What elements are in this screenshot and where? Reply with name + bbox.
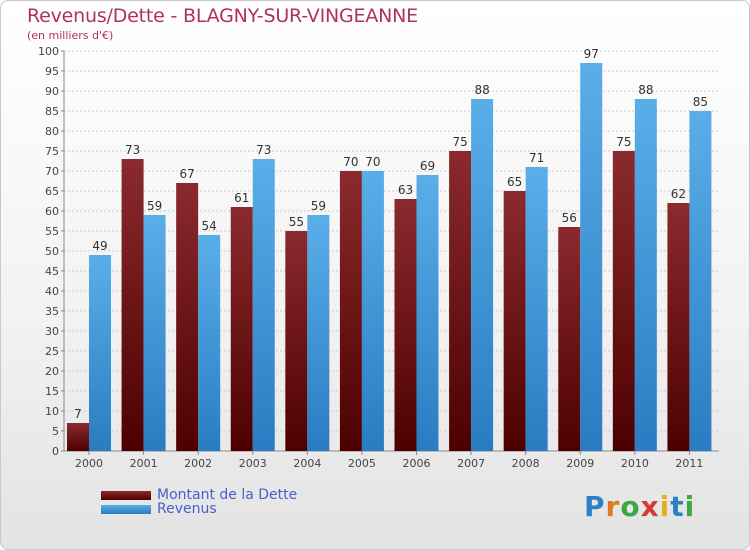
proxiti-logo: Proxiti: [584, 490, 695, 523]
value-label-debt: 56: [562, 211, 577, 225]
x-tick-label: 2003: [239, 457, 267, 470]
bar-revenue: [416, 175, 439, 451]
y-tick-label: 70: [45, 165, 59, 178]
value-label-debt: 67: [180, 167, 195, 181]
x-tick-label: 2001: [130, 457, 158, 470]
bar-debt: [67, 423, 89, 451]
bar-debt: [339, 171, 362, 451]
logo-letter: x: [640, 490, 660, 523]
value-label-revenue: 85: [693, 95, 708, 109]
y-tick-label: 80: [45, 125, 59, 138]
bar-revenue: [689, 111, 712, 451]
value-label-revenue: 70: [365, 155, 380, 169]
x-tick-label: 2005: [348, 457, 376, 470]
logo-letter: o: [620, 490, 641, 523]
value-label-revenue: 73: [256, 143, 271, 157]
value-label-debt: 7: [74, 407, 82, 421]
value-label-debt: 63: [398, 183, 413, 197]
value-label-debt: 75: [616, 135, 631, 149]
bar-debt: [558, 227, 581, 451]
value-label-revenue: 49: [92, 239, 107, 253]
logo-letter: r: [605, 490, 621, 523]
bar-revenue: [525, 167, 548, 451]
value-label-debt: 70: [343, 155, 358, 169]
bar-revenue: [143, 215, 166, 451]
bar-debt: [121, 159, 144, 451]
value-label-debt: 65: [507, 175, 522, 189]
bar-revenue: [89, 255, 111, 451]
y-tick-label: 55: [45, 225, 59, 238]
value-label-revenue: 59: [147, 199, 162, 213]
value-label-revenue: 69: [420, 159, 435, 173]
legend-label-debt: Montant de la Dette: [157, 487, 298, 503]
x-tick-label: 2011: [675, 457, 703, 470]
value-label-revenue: 88: [638, 83, 653, 97]
y-tick-label: 5: [52, 425, 59, 438]
bar-debt: [503, 191, 526, 451]
y-tick-label: 30: [45, 325, 59, 338]
value-label-revenue: 71: [529, 151, 544, 165]
x-tick-label: 2000: [75, 457, 103, 470]
legend-item-revenue: Revenus: [101, 501, 217, 517]
y-tick-label: 20: [45, 365, 59, 378]
x-tick-label: 2004: [293, 457, 321, 470]
bar-revenue: [307, 215, 330, 451]
y-tick-label: 100: [38, 45, 59, 58]
logo-letter: t: [670, 490, 685, 523]
y-tick-label: 50: [45, 245, 59, 258]
bar-debt: [285, 231, 308, 451]
y-tick-label: 35: [45, 305, 59, 318]
legend-item-debt: Montant de la Dette: [101, 487, 297, 503]
value-label-debt: 55: [289, 215, 304, 229]
bar-revenue: [252, 159, 275, 451]
value-label-revenue: 54: [202, 219, 217, 233]
bar-revenue: [198, 235, 221, 451]
value-label-debt: 62: [671, 187, 686, 201]
y-tick-label: 40: [45, 285, 59, 298]
bar-debt: [176, 183, 199, 451]
y-tick-label: 75: [45, 145, 59, 158]
value-label-debt: 61: [234, 191, 249, 205]
y-tick-label: 25: [45, 345, 59, 358]
logo-letter: i: [684, 490, 696, 523]
y-tick-label: 85: [45, 105, 59, 118]
value-label-revenue: 59: [311, 199, 326, 213]
x-tick-label: 2006: [403, 457, 431, 470]
y-tick-label: 65: [45, 185, 59, 198]
x-tick-label: 2007: [457, 457, 485, 470]
chart-title: Revenus/Dette - BLAGNY-SUR-VINGEANNE: [27, 5, 418, 27]
value-label-revenue: 97: [584, 47, 599, 61]
bar-revenue: [361, 171, 384, 451]
logo-letter: P: [584, 490, 606, 523]
legend-label-revenue: Revenus: [157, 501, 217, 517]
bar-revenue: [634, 99, 657, 451]
x-tick-label: 2008: [512, 457, 540, 470]
bar-debt: [449, 151, 472, 451]
bar-revenue: [580, 63, 603, 451]
value-label-debt: 75: [452, 135, 467, 149]
y-tick-label: 45: [45, 265, 59, 278]
x-tick-label: 2002: [184, 457, 212, 470]
y-tick-label: 95: [45, 65, 59, 78]
y-tick-label: 15: [45, 385, 59, 398]
y-tick-label: 90: [45, 85, 59, 98]
y-tick-label: 0: [52, 445, 59, 458]
bar-debt: [667, 203, 690, 451]
bar-revenue: [471, 99, 494, 451]
x-tick-label: 2009: [566, 457, 594, 470]
bar-debt: [230, 207, 253, 451]
legend-swatch-debt: [101, 490, 151, 500]
chart-subtitle: (en milliers d'€): [27, 29, 114, 42]
bar-debt: [394, 199, 417, 451]
y-tick-label: 60: [45, 205, 59, 218]
bar-debt: [612, 151, 635, 451]
x-tick-label: 2010: [621, 457, 649, 470]
value-label-revenue: 88: [474, 83, 489, 97]
logo-letter: i: [659, 490, 671, 523]
y-tick-label: 10: [45, 405, 59, 418]
value-label-debt: 73: [125, 143, 140, 157]
legend-swatch-revenue: [101, 504, 151, 514]
